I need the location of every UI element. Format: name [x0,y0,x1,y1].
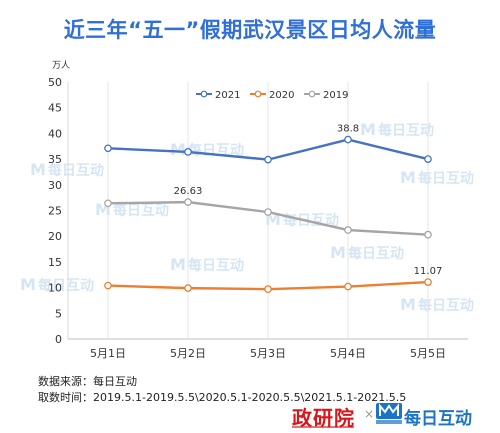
data-point-2019 [424,230,432,239]
legend-label-2021: 2021 [215,90,240,101]
x-tick-label: 5月5日 [410,347,446,360]
y-tick-label: 45 [48,102,62,115]
y-tick-label: 30 [48,179,62,192]
y-tick-label: 20 [48,230,62,243]
legend-label-2020: 2020 [269,90,294,101]
y-tick-label: 15 [48,256,62,269]
data-point-2020 [184,284,192,292]
data-point-2019 [104,199,112,208]
watermark-logo-icon: M [360,120,376,139]
data-period-note: 取数时间：2019.5.1-2019.5.5\2020.5.1-2020.5.5… [38,391,407,404]
y-tick-label: 25 [48,205,62,218]
data-point-2021 [184,148,192,156]
x-tick-label: 5月3日 [250,347,286,360]
watermark: M 每日互动 [360,120,434,139]
data-point-2021 [344,135,352,144]
watermark-text: 每日互动 [418,297,474,314]
y-tick-label: 40 [48,127,62,140]
y-unit-label: 万人 [52,60,70,71]
y-tick-label: 35 [48,153,62,166]
meiri-logo-icon [376,403,402,424]
watermark-text: 每日互动 [348,245,404,262]
watermark: M 每日互动 [400,168,474,187]
y-tick-label: 50 [48,76,62,89]
data-point-2019 [344,226,352,234]
data-point-2020 [264,285,272,293]
watermark-logo-icon: M [170,255,186,274]
x-tick-label: 5月4日 [330,347,366,360]
data-point-2021 [424,155,432,163]
legend-marker-2021 [200,90,208,98]
watermark-text: 每日互动 [113,202,169,219]
watermark-logo-icon: M [400,295,416,314]
watermark: M 每日互动 [20,275,94,294]
y-tick-label: 0 [55,333,62,346]
watermark-logo-icon: M [20,275,36,294]
x-tick-label: 5月1日 [90,347,126,360]
data-point-2021 [264,155,272,164]
data-point-2020 [104,281,112,290]
data-point-2020 [344,282,352,291]
data-label-2019: 26.63 [174,186,203,197]
y-tick-label: 10 [48,282,62,295]
legend-marker-2020 [254,90,262,98]
brand-zhengyanyuan-logo: 政研院 [292,402,355,431]
watermark-text: 每日互动 [418,170,474,187]
data-source-note: 数据来源：每日互动 [38,375,137,388]
watermark: M 每日互动 [400,295,474,314]
y-tick-label: 5 [55,307,62,320]
data-point-2019 [184,198,192,206]
data-point-2021 [104,144,112,153]
watermark-logo-icon: M [330,243,346,262]
watermark-text: 每日互动 [48,162,104,179]
legend-marker-2019 [308,90,316,98]
watermark-text: 每日互动 [378,122,434,139]
data-point-2020 [424,278,432,286]
watermark: M 每日互动 [330,243,404,262]
data-label-2021: 38.8 [337,124,359,135]
brand-underline [292,426,354,428]
watermark-text: 每日互动 [38,277,94,294]
watermark-logo-icon: M [30,160,46,179]
chart-title: 近三年“五一”假期武汉景区日均人流量 [63,18,437,42]
watermark: M 每日互动 [30,160,104,179]
x-tick-label: 5月2日 [170,347,206,360]
brand-separator: × [364,407,375,421]
watermark: M 每日互动 [170,255,244,274]
watermark-logo-icon: M [170,140,186,159]
watermark-logo-icon: M [400,168,416,187]
data-point-2019 [264,208,272,216]
watermark-text: 每日互动 [188,257,244,274]
legend-label-2019: 2019 [323,90,348,101]
data-label-2020: 11.07 [414,266,443,277]
brand-meiri-text: 每日互动 [404,409,472,429]
